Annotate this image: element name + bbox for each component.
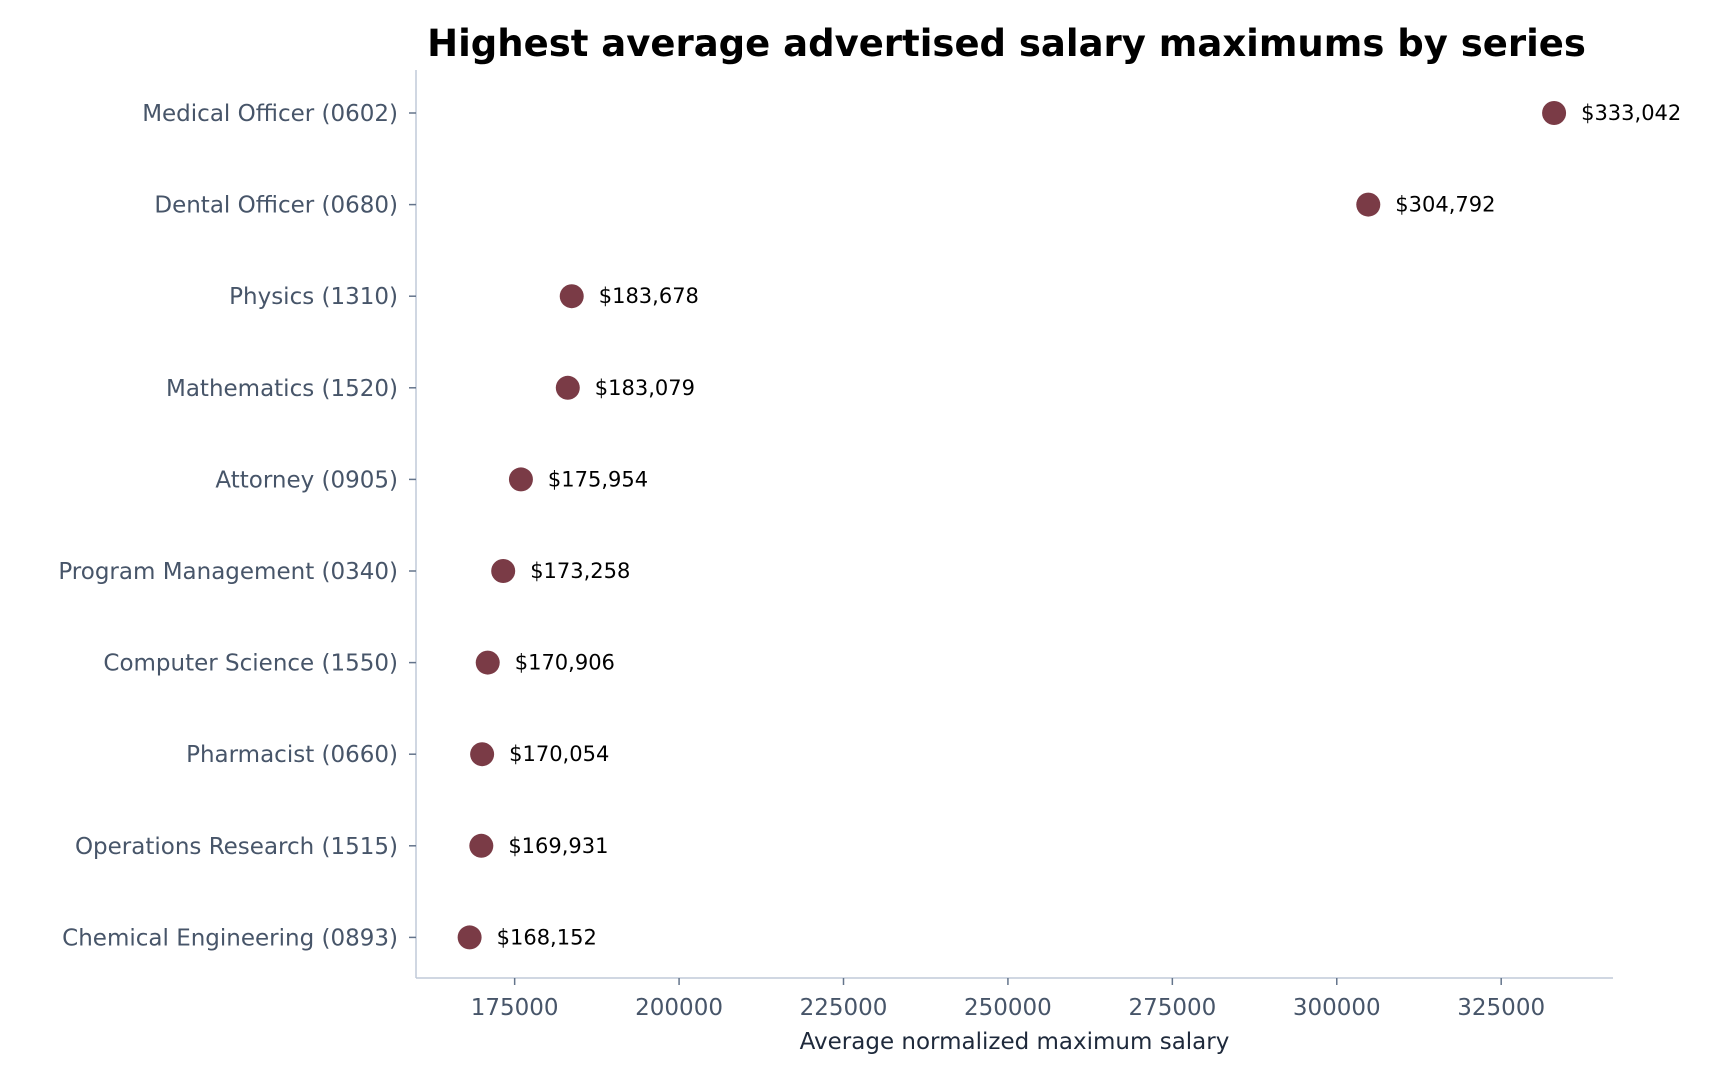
category-label: Physics (1310) (229, 284, 398, 310)
data-point (475, 650, 500, 675)
x-axis-title: Average normalized maximum salary (800, 1029, 1230, 1055)
data-point (457, 925, 482, 950)
category-label: Computer Science (1550) (103, 651, 398, 677)
data-label: $333,042 (1581, 101, 1681, 125)
data-points: $333,042 $304,792 $183,678 $183,079 $175,954… (457, 101, 1681, 950)
data-label: $304,792 (1395, 193, 1495, 217)
data-label: $175,954 (548, 467, 648, 491)
data-point (470, 742, 495, 767)
category-label: Program Management (0340) (58, 559, 398, 585)
category-label: Medical Officer (0602) (142, 101, 398, 127)
data-label: $170,054 (509, 742, 609, 766)
data-point (1356, 192, 1381, 217)
data-point (1542, 101, 1567, 125)
x-axis-ticks: 175000 200000 225000 250000 275000 300000 3250… (471, 978, 1545, 1021)
category-label: Dental Officer (0680) (154, 193, 398, 219)
data-point (469, 833, 494, 858)
x-tick-label: 275000 (1128, 995, 1216, 1021)
data-point (559, 284, 584, 309)
data-point (555, 375, 580, 400)
chart-title: Highest average advertised salary maximu… (427, 22, 1586, 65)
data-label: $183,079 (595, 376, 695, 400)
x-tick-label: 200000 (635, 995, 723, 1021)
axes (415, 70, 1613, 979)
x-tick-label: 225000 (800, 995, 888, 1021)
data-point (508, 467, 533, 492)
category-label: Attorney (0905) (215, 467, 398, 493)
x-tick-label: 325000 (1457, 995, 1545, 1021)
y-axis-ticks: Medical Officer (0602) Dental Officer (06… (58, 101, 416, 951)
category-label: Pharmacist (0660) (186, 742, 398, 768)
data-label: $183,678 (599, 284, 699, 308)
x-tick-label: 300000 (1293, 995, 1381, 1021)
data-label: $169,931 (508, 834, 608, 858)
x-tick-label: 175000 (471, 995, 559, 1021)
data-label: $173,258 (530, 559, 630, 583)
data-label: $170,906 (515, 651, 615, 675)
category-label: Operations Research (1515) (75, 834, 398, 860)
data-label: $168,152 (497, 925, 597, 949)
data-point (491, 559, 516, 583)
category-label: Mathematics (1520) (166, 376, 398, 402)
category-label: Chemical Engineering (0893) (62, 925, 398, 951)
x-tick-label: 250000 (964, 995, 1052, 1021)
